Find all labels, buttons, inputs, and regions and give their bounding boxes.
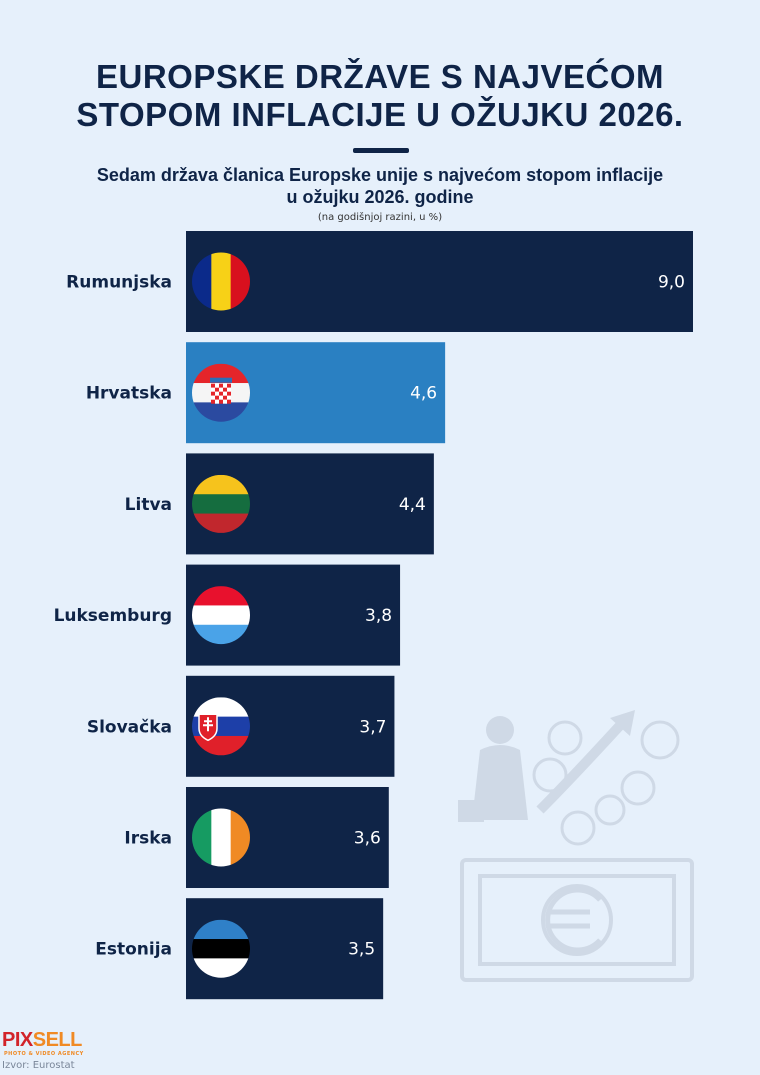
subtitle-line-2: u ožujku 2026. godine [286,187,474,207]
bar [186,231,693,332]
bar-row: Rumunjska 9,0 [66,231,693,332]
bar-row: Luksemburg 3,8 [54,564,401,666]
title-line-1: EUROPSKE DRŽAVE S NAJVEĆOM [96,58,664,95]
bar-row: Litva 4,4 [125,453,434,555]
title-divider [353,148,409,153]
value-label: 4,4 [399,495,426,515]
logo-part-2: SELL [32,1029,83,1051]
value-label: 3,5 [348,940,375,960]
ireland-flag-icon [192,808,250,867]
pixsell-logo: PIXSELL [2,1030,82,1050]
value-label: 4,6 [410,384,437,404]
value-label: 3,8 [365,606,392,626]
logo-tagline: PHOTO & VIDEO AGENCY [4,1051,84,1057]
source-note: Izvor: Eurostat [2,1060,75,1071]
logo-part-1: PIX [2,1029,33,1051]
bar-row: Hrvatska 4,6 [86,342,446,444]
chart-subtitle: Sedam država članica Europske unije s na… [0,164,760,208]
title-line-2: STOPOM INFLACIJE U OŽUJKU 2026. [76,96,684,133]
page-title: EUROPSKE DRŽAVE S NAJVEĆOM STOPOM INFLAC… [0,58,760,134]
bar-row: Estonija 3,5 [95,898,384,1000]
estonia-flag-icon [192,919,250,978]
slovakia-flag-icon [192,697,250,756]
romania-flag-icon [192,252,250,311]
category-label: Slovačka [87,717,172,737]
category-label: Hrvatska [86,384,172,404]
category-label: Rumunjska [66,273,172,293]
value-label: 9,0 [658,273,685,293]
croatia-flag-icon [192,363,250,422]
value-label: 3,7 [359,717,386,737]
bar-row: Irska 3,6 [124,787,389,888]
category-label: Irska [124,829,172,849]
value-label: 3,6 [354,829,381,849]
category-label: Luksemburg [54,606,172,626]
luxembourg-flag-icon [192,586,250,645]
unit-note: (na godišnjoj razini, u %) [317,212,443,223]
bar-row: Slovačka 3,7 [87,675,395,777]
category-label: Estonija [95,940,172,960]
inflation-illustration [458,710,694,982]
lithuania-flag-icon [192,474,250,533]
category-label: Litva [125,495,172,515]
subtitle-line-1: Sedam država članica Europske unije s na… [96,165,664,185]
